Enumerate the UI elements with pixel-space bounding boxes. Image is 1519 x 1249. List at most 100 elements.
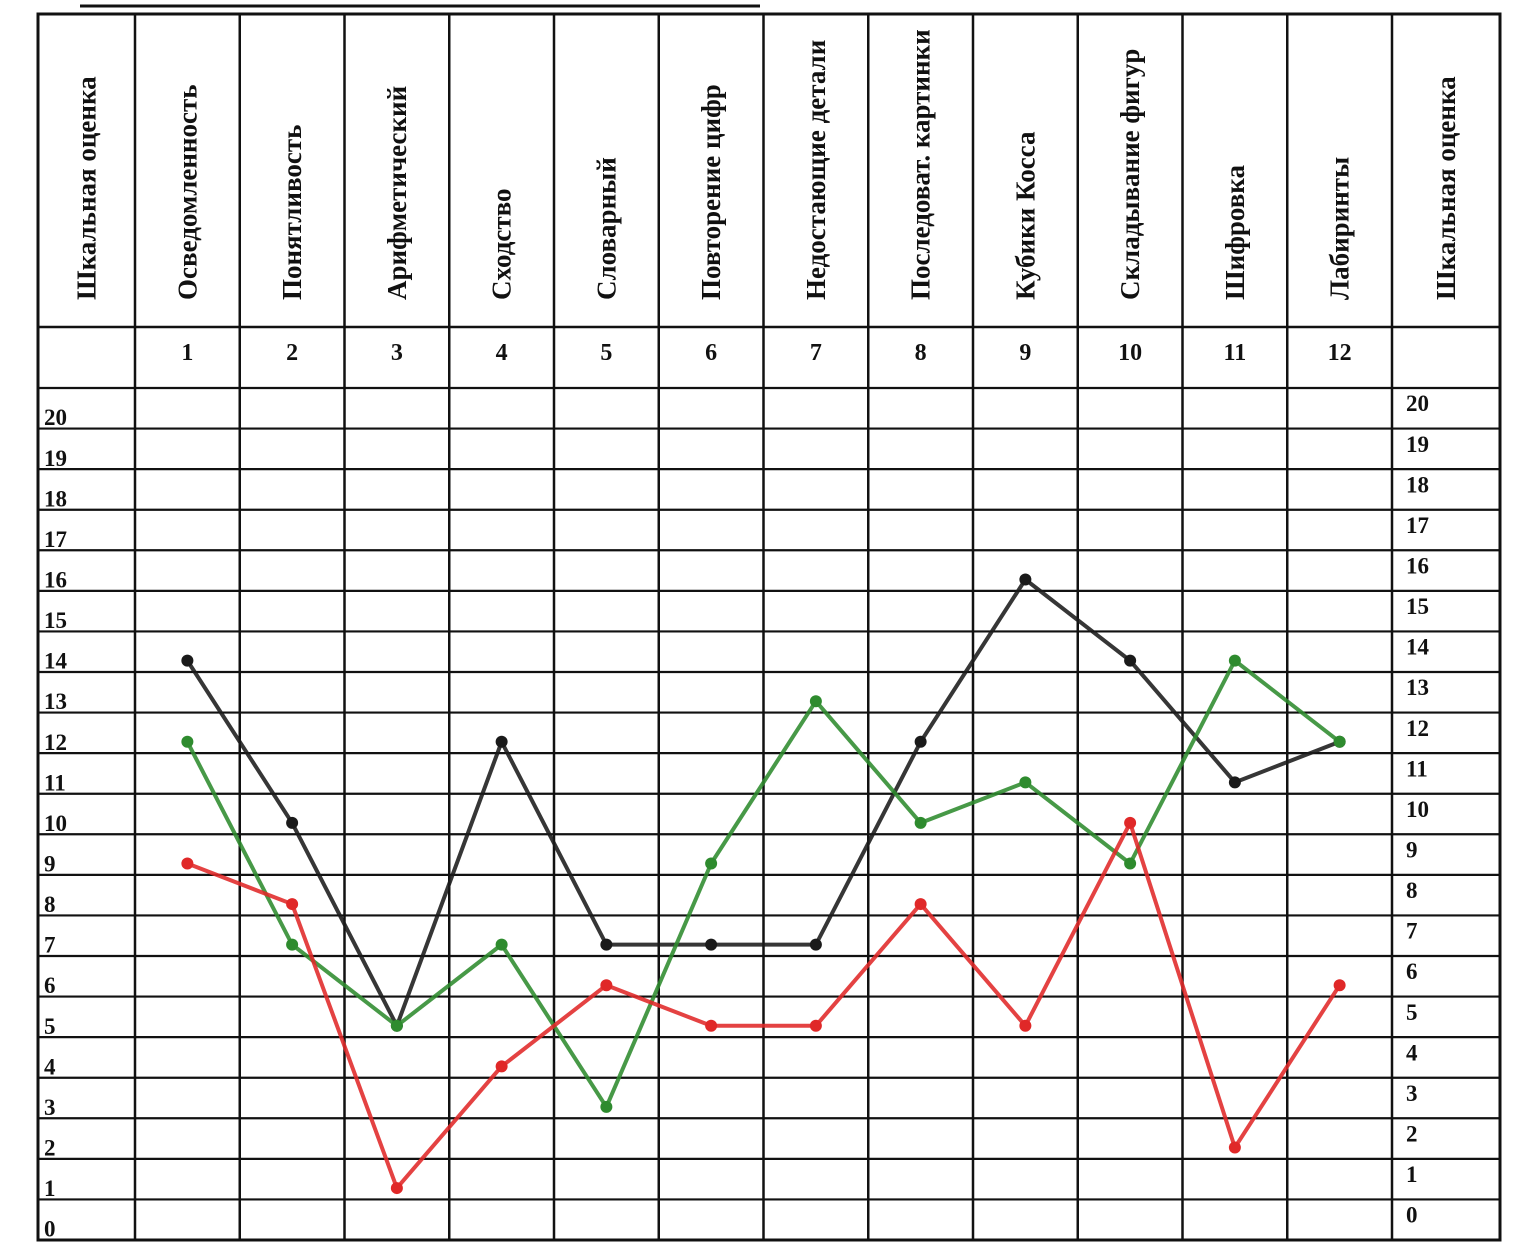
table-border bbox=[36, 12, 1502, 1242]
data-point bbox=[286, 938, 299, 951]
subtest-number: 3 bbox=[391, 340, 403, 366]
scale-tick-left: 10 bbox=[44, 811, 67, 836]
data-point bbox=[181, 654, 194, 667]
data-point bbox=[1228, 1141, 1241, 1154]
scale-tick-left: 17 bbox=[44, 527, 67, 552]
scale-tick-right: 14 bbox=[1406, 635, 1430, 660]
subtest-name: Арифметический bbox=[382, 86, 412, 300]
scale-tick-left: 4 bbox=[44, 1054, 56, 1079]
subtest-number: 11 bbox=[1224, 340, 1247, 366]
subtest-name: Складывание фигур bbox=[1115, 49, 1145, 300]
scale-tick-left: 7 bbox=[44, 933, 56, 958]
scale-tick-left: 6 bbox=[44, 973, 56, 998]
subtest-number: 10 bbox=[1118, 340, 1142, 366]
scale-tick-right: 20 bbox=[1406, 391, 1429, 416]
data-point bbox=[390, 1182, 403, 1195]
scale-tick-right: 15 bbox=[1406, 594, 1429, 619]
subtest-name: Повторение цифр bbox=[696, 84, 726, 300]
data-point bbox=[1228, 776, 1241, 789]
scale-tick-right: 10 bbox=[1406, 797, 1429, 822]
data-point bbox=[809, 938, 822, 951]
subtest-name: Недостающие детали bbox=[801, 40, 831, 300]
scale-label-right: Шкальная оценка bbox=[1431, 76, 1461, 300]
scale-tick-right: 17 bbox=[1406, 513, 1429, 538]
data-point bbox=[1124, 857, 1137, 870]
scale-tick-right: 6 bbox=[1406, 959, 1418, 984]
data-point bbox=[705, 938, 718, 951]
series-line-1 bbox=[185, 577, 1342, 1028]
scale-columns: 0011223344556677889910101111121213131414… bbox=[44, 391, 1430, 1241]
scale-tick-left: 11 bbox=[44, 770, 66, 795]
scale-tick-right: 3 bbox=[1406, 1081, 1418, 1106]
data-point bbox=[1019, 573, 1032, 586]
scale-tick-right: 0 bbox=[1406, 1203, 1418, 1228]
header-row: Шкальная оценка Шкальная оценка Осведомлен… bbox=[72, 29, 1462, 366]
data-point bbox=[600, 979, 613, 992]
data-point bbox=[181, 857, 194, 870]
scale-label-left: Шкальная оценка bbox=[72, 76, 102, 300]
data-point bbox=[495, 938, 508, 951]
scale-tick-left: 13 bbox=[44, 689, 67, 714]
scale-tick-left: 20 bbox=[44, 405, 67, 430]
scale-tick-left: 14 bbox=[44, 649, 68, 674]
data-point bbox=[914, 816, 927, 829]
scale-tick-right: 4 bbox=[1406, 1040, 1418, 1065]
subtest-name: Осведомленность bbox=[172, 85, 202, 301]
data-point bbox=[1333, 979, 1346, 992]
scale-tick-right: 7 bbox=[1406, 919, 1418, 944]
scale-tick-left: 18 bbox=[44, 486, 67, 511]
subtest-number: 9 bbox=[1019, 340, 1031, 366]
data-point bbox=[390, 1019, 403, 1032]
data-point bbox=[495, 1060, 508, 1073]
scale-tick-right: 1 bbox=[1406, 1162, 1418, 1187]
data-point bbox=[809, 695, 822, 708]
scale-tick-left: 12 bbox=[44, 730, 67, 755]
scale-tick-right: 16 bbox=[1406, 553, 1429, 578]
subtest-name: Шифровка bbox=[1220, 165, 1250, 300]
data-point bbox=[914, 898, 927, 911]
scale-tick-left: 5 bbox=[44, 1014, 56, 1039]
scale-tick-left: 9 bbox=[44, 851, 56, 876]
data-point bbox=[1228, 654, 1241, 667]
data-point bbox=[1124, 816, 1137, 829]
subtest-number: 2 bbox=[286, 340, 298, 366]
subtest-name: Лабиринты bbox=[1325, 157, 1355, 300]
data-point bbox=[705, 1019, 718, 1032]
scale-tick-left: 2 bbox=[44, 1135, 56, 1160]
data-point bbox=[600, 938, 613, 951]
scale-tick-right: 5 bbox=[1406, 1000, 1418, 1025]
series-line-3 bbox=[185, 820, 1342, 1191]
scale-tick-right: 12 bbox=[1406, 716, 1429, 741]
data-point bbox=[809, 1019, 822, 1032]
scale-tick-left: 0 bbox=[44, 1217, 56, 1242]
scale-tick-left: 16 bbox=[44, 567, 67, 592]
subtest-name: Кубики Косса bbox=[1010, 131, 1040, 300]
data-point bbox=[1019, 776, 1032, 789]
data-point bbox=[1019, 1019, 1032, 1032]
data-point bbox=[705, 857, 718, 870]
subtest-number: 1 bbox=[181, 340, 193, 366]
scale-tick-left: 15 bbox=[44, 608, 67, 633]
data-point bbox=[286, 898, 299, 911]
scale-tick-left: 3 bbox=[44, 1095, 56, 1120]
scale-tick-left: 1 bbox=[44, 1176, 56, 1201]
subtest-name: Словарный bbox=[591, 157, 621, 300]
data-point bbox=[600, 1100, 613, 1113]
scale-tick-left: 8 bbox=[44, 892, 56, 917]
subtest-number: 4 bbox=[496, 340, 508, 366]
subtest-number: 8 bbox=[915, 340, 927, 366]
subtest-name: Понятливость bbox=[277, 125, 307, 300]
scale-tick-right: 13 bbox=[1406, 675, 1429, 700]
scale-tick-right: 11 bbox=[1406, 756, 1428, 781]
scale-tick-right: 2 bbox=[1406, 1121, 1418, 1146]
data-point bbox=[181, 735, 194, 748]
data-point bbox=[914, 735, 927, 748]
subtest-name: Последоват. картинки bbox=[906, 29, 936, 300]
scale-tick-left: 19 bbox=[44, 446, 67, 471]
series-line-2 bbox=[185, 658, 1342, 1109]
grid bbox=[36, 4, 1502, 1242]
data-point bbox=[1333, 735, 1346, 748]
subtest-number: 6 bbox=[705, 340, 717, 366]
data-point bbox=[286, 816, 299, 829]
